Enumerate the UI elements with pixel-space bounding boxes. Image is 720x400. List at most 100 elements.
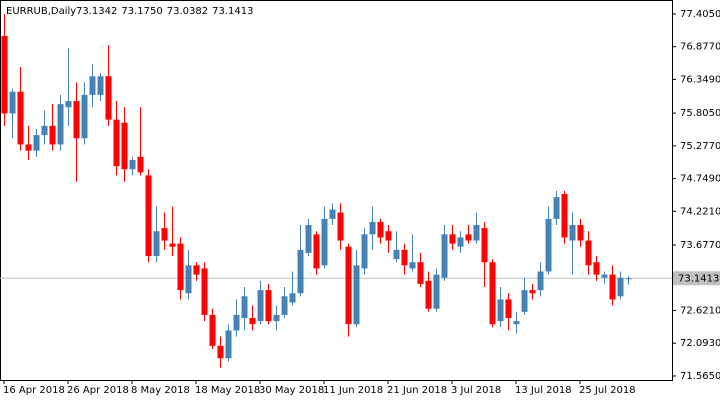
candle-body: [473, 225, 480, 241]
candle-body: [465, 234, 472, 241]
candle-body: [505, 299, 512, 319]
candle-body: [353, 265, 360, 325]
candle-body: [289, 293, 296, 303]
candle-body: [393, 249, 400, 260]
candle-body: [265, 290, 272, 322]
candle-body: [449, 234, 456, 244]
candle-body: [377, 221, 384, 238]
y-tick-label: 74.2210: [680, 206, 720, 217]
x-tick-label: 21 Jun 2018: [387, 385, 447, 396]
candle-body: [273, 314, 280, 322]
chart-title: EURRUB,Daily: [6, 6, 76, 17]
candle-body: [169, 243, 176, 247]
candle-body: [529, 290, 536, 294]
candle-body: [25, 144, 32, 151]
candle-body: [297, 249, 304, 294]
candle-body: [313, 234, 320, 269]
candle-body: [609, 274, 616, 300]
y-tick-label: 75.2770: [680, 141, 720, 152]
candle-body: [89, 76, 96, 95]
candle-body: [457, 237, 464, 247]
y-tick-label: 76.3490: [680, 74, 720, 85]
candle-body: [585, 240, 592, 266]
candle-body: [617, 277, 624, 297]
candle-body: [481, 228, 488, 263]
candle-body: [177, 243, 184, 291]
price-tag: [673, 271, 720, 286]
candle-body: [249, 318, 256, 325]
candle-body: [593, 262, 600, 275]
candle-body: [321, 218, 328, 266]
candle-body: [441, 234, 448, 278]
candle-body: [561, 194, 568, 238]
header-value: 73.1413: [212, 6, 253, 17]
candle-body: [369, 221, 376, 235]
candle-body: [185, 265, 192, 294]
candle-body: [409, 262, 416, 269]
y-tick-label: 77.4050: [680, 9, 720, 20]
y-tick-label: 72.6210: [680, 306, 720, 317]
candle-body: [9, 91, 16, 114]
plot-frame: [0, 0, 673, 381]
candle-body: [105, 76, 112, 120]
candle-body: [129, 159, 136, 170]
candle-body: [161, 228, 168, 241]
header-value: 73.1750: [121, 6, 162, 17]
candle-body: [281, 296, 288, 315]
candle-body: [97, 76, 104, 95]
price-tag-label: 73.1413: [678, 273, 719, 284]
y-tick-label: 74.7490: [680, 174, 720, 185]
candle-body: [121, 122, 128, 170]
y-tick-label: 71.5650: [680, 371, 720, 382]
candle-body: [73, 101, 80, 139]
x-tick-label: 3 Jul 2018: [451, 385, 501, 396]
candle-body: [385, 231, 392, 241]
candle-body: [361, 234, 368, 269]
candle-body: [433, 274, 440, 309]
candle-body: [137, 156, 144, 173]
candle-body: [257, 290, 264, 322]
candle-body: [577, 225, 584, 241]
candle-body: [1, 35, 8, 114]
candle-body: [497, 299, 504, 322]
candle-body: [401, 249, 408, 266]
candle-body: [113, 119, 120, 167]
candle-body: [553, 197, 560, 219]
candle-body: [17, 91, 24, 145]
candle-body: [601, 274, 608, 278]
candle-body: [625, 278, 632, 280]
x-tick-label: 30 May 2018: [259, 385, 324, 396]
candle-body: [337, 212, 344, 241]
y-tick-label: 76.8770: [680, 42, 720, 53]
x-tick-label: 8 May 2018: [131, 385, 190, 396]
header-value: 73.0382: [167, 6, 208, 17]
x-tick-label: 11 Jun 2018: [323, 385, 383, 396]
candle-body: [57, 104, 64, 145]
candle-body: [425, 280, 432, 309]
candle-body: [569, 225, 576, 241]
candle-body: [65, 101, 72, 108]
candle-body: [145, 175, 152, 257]
header-value: 73.1342: [76, 6, 117, 17]
y-tick-label: 73.6770: [680, 240, 720, 251]
candle-body: [513, 321, 520, 325]
candle-body: [233, 314, 240, 331]
candle-body: [521, 290, 528, 312]
candle-body: [225, 330, 232, 359]
candle-body: [329, 209, 336, 219]
candle-body: [489, 262, 496, 325]
candle-body: [217, 345, 224, 359]
candle-body: [305, 225, 312, 253]
x-tick-label: 26 Apr 2018: [67, 385, 129, 396]
x-tick-label: 25 Jul 2018: [579, 385, 636, 396]
candle-body: [153, 231, 160, 257]
candle-body: [209, 314, 216, 346]
y-tick-label: 75.8050: [680, 108, 720, 119]
candle-body: [49, 125, 56, 145]
candle-body: [345, 246, 352, 325]
x-tick-label: 13 Jul 2018: [515, 385, 572, 396]
candle-body: [201, 268, 208, 315]
candle-body: [537, 271, 544, 291]
candle-body: [193, 265, 200, 275]
